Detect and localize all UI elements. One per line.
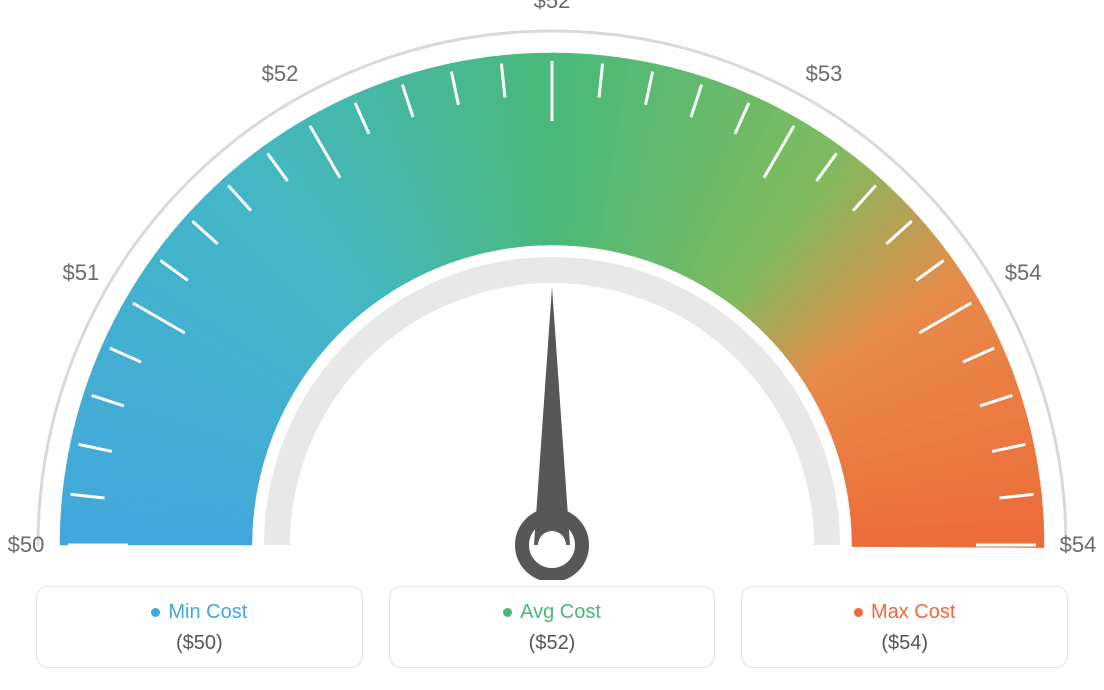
legend-value-avg: ($52) [400,632,705,655]
legend-card-max: Max Cost ($54) [741,586,1068,668]
legend-title-max: Max Cost [854,601,955,624]
gauge-scale-label: $51 [63,260,100,286]
legend-label-max: Max Cost [871,601,955,624]
legend-title-min: Min Cost [151,601,247,624]
legend-dot-min [151,608,160,617]
gauge-area: $50 $51 $52 $52 $53 $54 $54 [0,0,1104,580]
legend-label-avg: Avg Cost [520,601,601,624]
cost-gauge-widget: $50 $51 $52 $52 $53 $54 $54 Min Cost ($50) Avg… [0,0,1104,690]
gauge-scale-label: $54 [1005,260,1042,286]
gauge-scale-label: $50 [8,532,45,558]
legend-value-min: ($50) [47,632,352,655]
gauge-needle-hub-inner [538,531,566,559]
legend-card-avg: Avg Cost ($52) [389,586,716,668]
legend-card-min: Min Cost ($50) [36,586,363,668]
legend-dot-max [854,608,863,617]
legend-title-avg: Avg Cost [503,601,601,624]
legend-row: Min Cost ($50) Avg Cost ($52) Max Cost (… [0,586,1104,668]
gauge-scale-label: $52 [534,0,571,14]
legend-dot-avg [503,608,512,617]
gauge-svg [0,0,1104,580]
gauge-scale-label: $52 [262,61,299,87]
gauge-needle [534,287,570,545]
gauge-scale-label: $54 [1060,532,1097,558]
legend-label-min: Min Cost [168,601,247,624]
gauge-scale-label: $53 [806,61,843,87]
legend-value-max: ($54) [752,632,1057,655]
